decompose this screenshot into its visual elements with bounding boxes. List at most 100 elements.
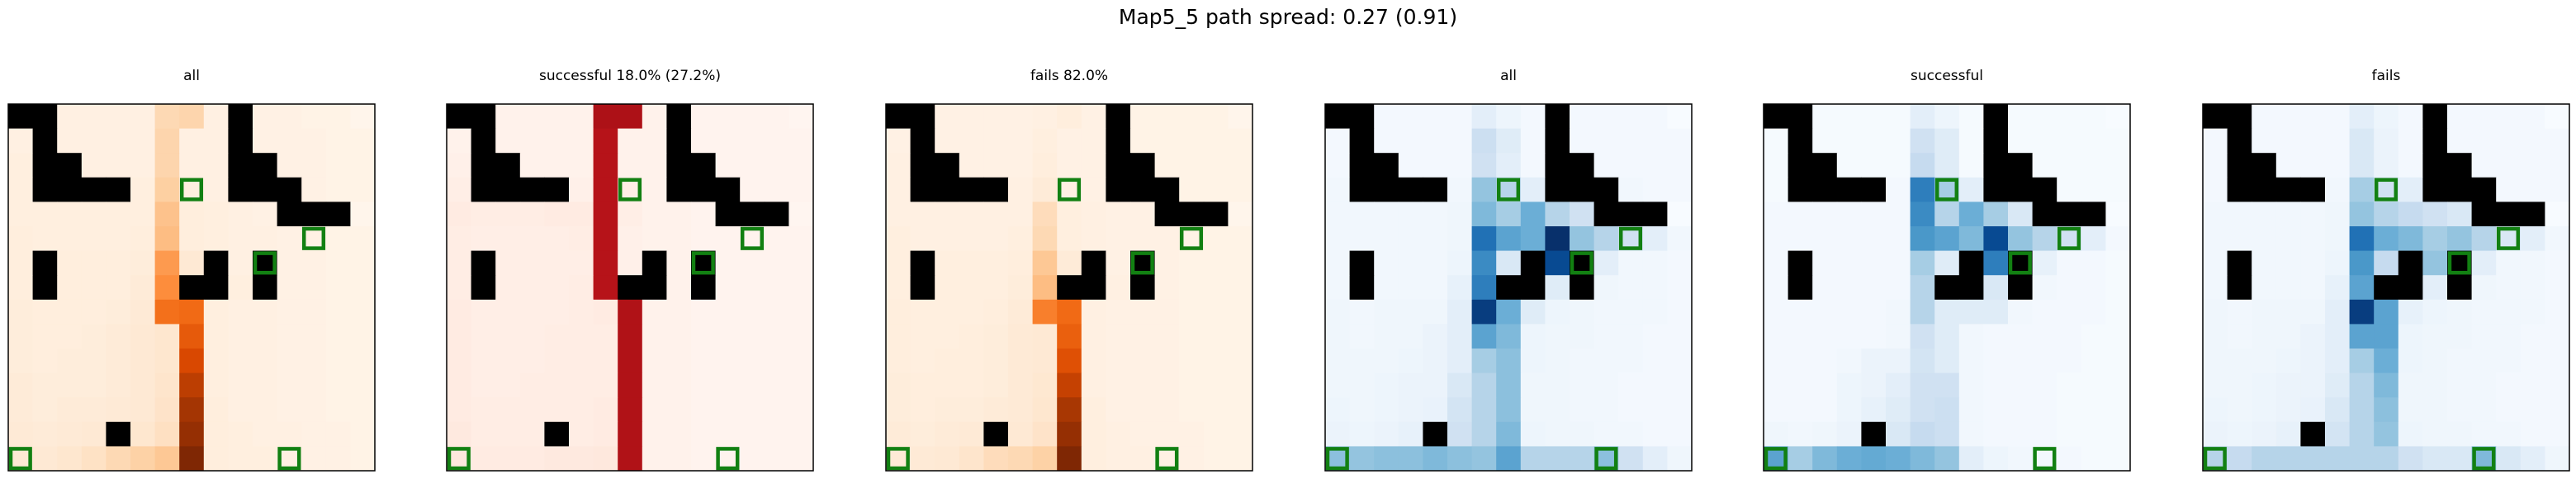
heat-cell (1325, 202, 1351, 227)
heat-cell (1934, 128, 1960, 154)
wall-cell (1861, 177, 1887, 202)
heat-cell (1593, 226, 1619, 252)
heat-cell (495, 349, 521, 374)
heat-cell (1812, 250, 1838, 276)
heat-cell (1593, 299, 1619, 325)
heat-cell (203, 202, 229, 227)
heat-cell (2275, 202, 2301, 227)
heat-cell (8, 372, 34, 398)
wall-cell (57, 177, 83, 202)
heat-cell (2496, 324, 2522, 349)
heat-cell (228, 324, 253, 349)
heat-cell (2032, 397, 2057, 423)
heat-cell (2325, 226, 2351, 252)
wall-cell (1203, 202, 1229, 227)
heat-cell (2471, 349, 2497, 374)
heat-cell (788, 349, 814, 374)
heat-cell (228, 397, 253, 423)
heat-cell (2008, 397, 2034, 423)
heat-cell (1861, 324, 1887, 349)
heat-cell (2471, 250, 2497, 276)
heat-cell (1836, 446, 1862, 472)
heat-cell (1861, 202, 1887, 227)
heat-cell (666, 250, 692, 276)
heat-cell (2105, 446, 2131, 472)
heat-cell (764, 250, 789, 276)
wall-cell (740, 202, 765, 227)
heat-cell (2081, 177, 2106, 202)
heat-cell (642, 177, 667, 202)
heat-cell (1032, 446, 1058, 472)
heat-cell (2275, 275, 2301, 301)
heat-cell (57, 104, 83, 130)
goal-marker (1934, 178, 1959, 202)
wall-cell (203, 250, 229, 276)
heat-cell (1545, 226, 1570, 252)
heat-cell (1812, 104, 1838, 130)
heat-cell (1398, 250, 1423, 276)
heat-cell (1203, 446, 1229, 472)
heat-cell (325, 372, 351, 398)
heat-cell (1958, 104, 1984, 130)
heat-cell (740, 299, 765, 325)
heat-cell (1812, 349, 1838, 374)
wall-cell (1545, 153, 1570, 178)
heat-cell (1910, 299, 1935, 325)
heat-cell (495, 324, 521, 349)
heat-cell (2374, 250, 2399, 276)
heat-cell (57, 372, 83, 398)
heat-cell (2081, 104, 2106, 130)
heat-cell (1667, 349, 1693, 374)
wall-cell (2496, 202, 2522, 227)
heat-cell (1374, 349, 1399, 374)
heat-cell (2520, 421, 2545, 447)
heat-cell (959, 275, 984, 301)
heat-cell (2520, 372, 2545, 398)
wall-cell (1861, 421, 1887, 447)
heat-cell (2203, 372, 2228, 398)
heat-cell (2447, 202, 2473, 227)
heat-cell (2275, 250, 2301, 276)
heat-cell (618, 104, 643, 130)
heat-cell (691, 397, 717, 423)
heat-cell (886, 226, 912, 252)
goal-marker (740, 226, 765, 250)
heat-cell (130, 153, 156, 178)
heat-cell (32, 202, 58, 227)
heat-cell (1032, 177, 1058, 202)
wall-cell (277, 202, 302, 227)
heat-cell (1642, 153, 1668, 178)
heat-cell (2081, 299, 2106, 325)
heat-cell (154, 153, 180, 178)
heat-cell (2496, 299, 2522, 325)
heat-cell (8, 202, 34, 227)
heat-cell (935, 104, 960, 130)
heat-cell (57, 128, 83, 154)
heat-cell (1081, 226, 1106, 252)
wall-cell (1398, 177, 1423, 202)
goal-marker (179, 178, 204, 202)
heat-cell (764, 324, 789, 349)
heat-cell (959, 372, 984, 398)
heat-cell (2227, 372, 2252, 398)
heat-cell (1496, 446, 1522, 472)
heat-cell (2300, 128, 2326, 154)
heat-cell (2325, 446, 2351, 472)
wall-cell (666, 128, 692, 154)
heat-cell (1958, 153, 1984, 178)
heat-cell (1836, 275, 1862, 301)
heat-cell (569, 177, 594, 202)
heat-cell (1203, 372, 1229, 398)
heat-cell (1130, 324, 1156, 349)
heat-cell (1836, 104, 1862, 130)
heat-cell (569, 226, 594, 252)
heat-cell (1179, 128, 1205, 154)
heat-cell (301, 153, 327, 178)
heat-cell (1106, 275, 1131, 301)
heat-cell (1861, 226, 1887, 252)
wall-cell (2471, 177, 2497, 202)
heat-cell (1861, 275, 1887, 301)
heat-cell (2349, 202, 2375, 227)
heat-cell (2300, 153, 2326, 178)
wall-cell (2300, 421, 2326, 447)
